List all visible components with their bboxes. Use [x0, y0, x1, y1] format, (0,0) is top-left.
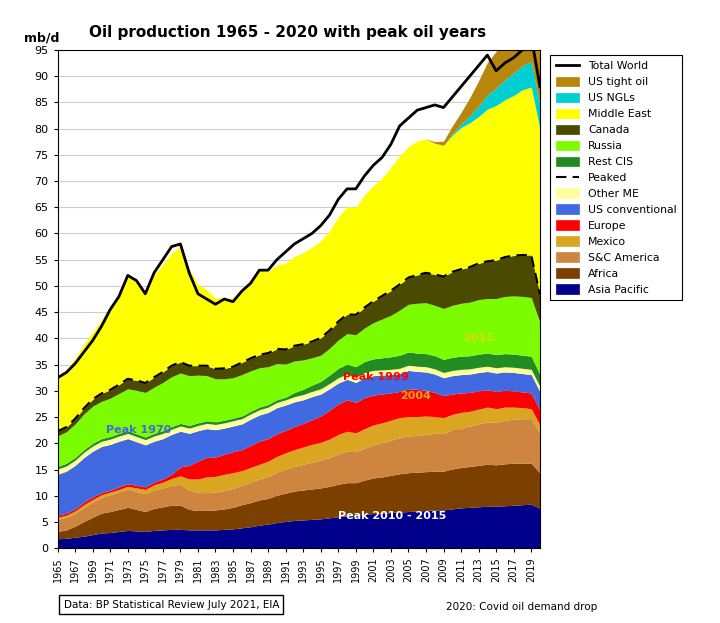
Text: Oil production 1965 - 2020 with peak oil years: Oil production 1965 - 2020 with peak oil… — [89, 25, 487, 40]
Text: 2020: Covid oil demand drop: 2020: Covid oil demand drop — [446, 602, 598, 612]
Text: Peak 1970: Peak 1970 — [106, 425, 171, 435]
Text: Peak 2015: Peak 2015 — [400, 422, 465, 432]
Text: 2004: 2004 — [400, 391, 431, 401]
Text: mb/d: mb/d — [24, 32, 59, 45]
Text: Peak 1999: Peak 1999 — [343, 373, 408, 383]
Legend: Total World, US tight oil, US NGLs, Middle East, Canada, Russia, Rest CIS, Peake: Total World, US tight oil, US NGLs, Midd… — [550, 55, 682, 300]
Text: 2011: 2011 — [463, 333, 494, 343]
Text: Peak 2010 - 2015: Peak 2010 - 2015 — [338, 511, 446, 521]
Text: Peak 2008: Peak 2008 — [356, 464, 421, 474]
Text: Data: BP Statistical Review July 2021, EIA: Data: BP Statistical Review July 2021, E… — [63, 599, 279, 610]
